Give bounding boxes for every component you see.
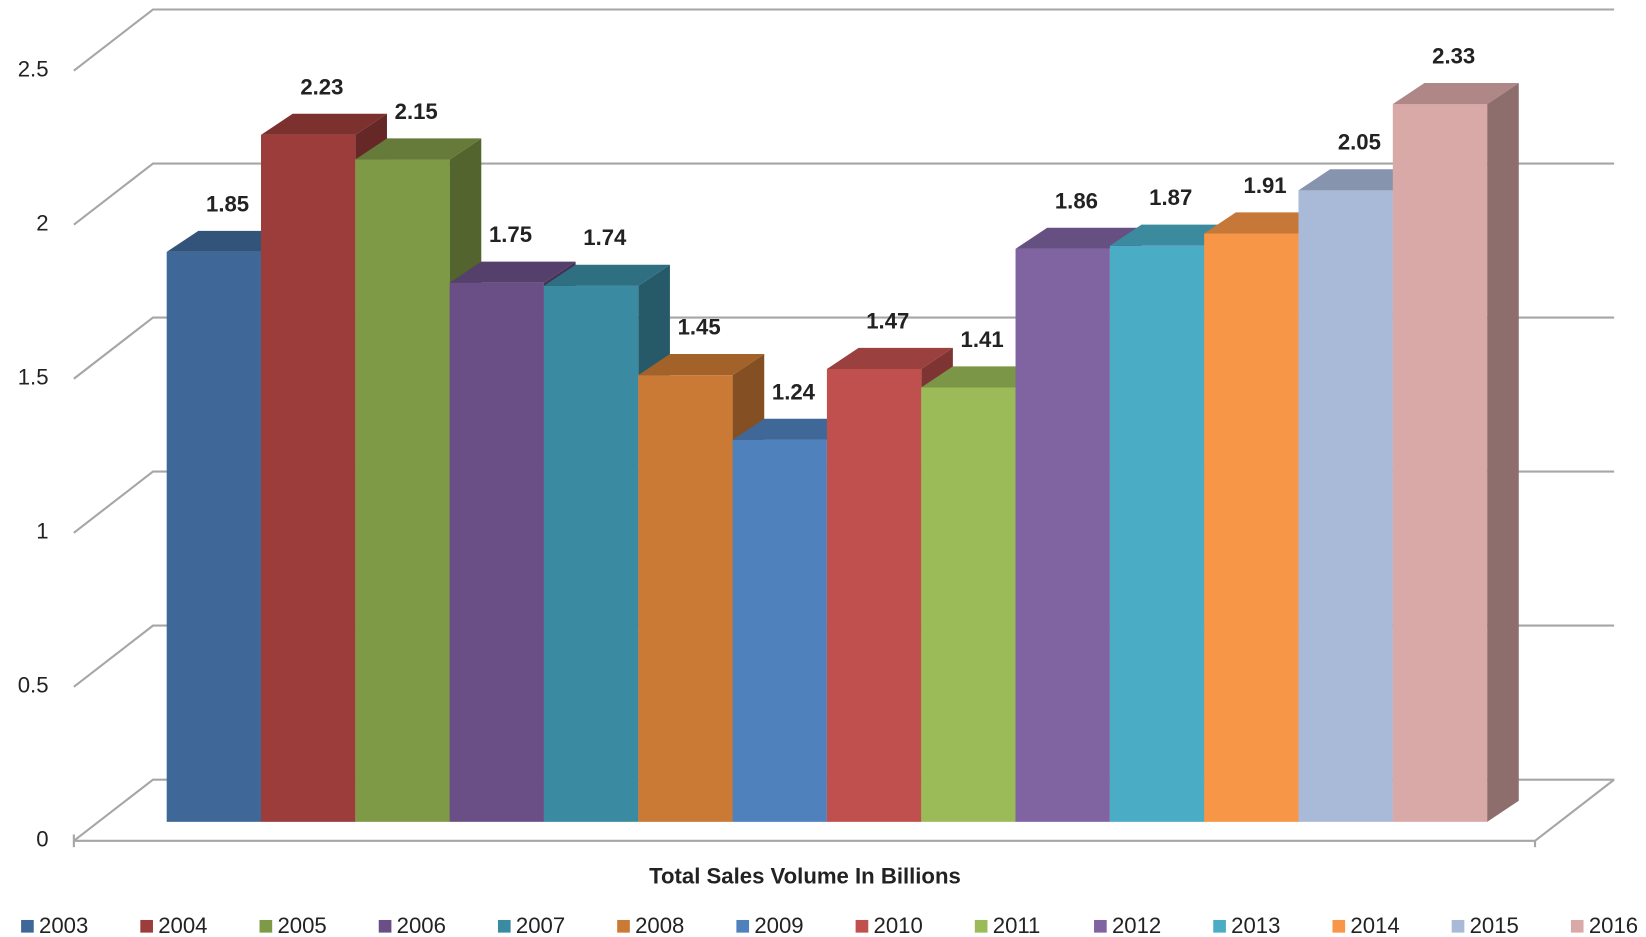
legend-label: 2006 [397,913,446,937]
bar [1204,233,1299,822]
bar [826,368,922,822]
bar [449,282,544,822]
legend-label: 2014 [1350,913,1399,937]
value-label: 2.23 [300,74,343,99]
legend-swatch [974,919,988,933]
legend-label: 2010 [874,913,923,937]
legend-swatch [497,919,511,933]
value-label: 1.75 [489,222,532,247]
legend-label: 2013 [1231,913,1280,937]
value-label: 1.87 [1149,185,1192,210]
legend-swatch [140,919,153,933]
value-label: 1.47 [866,308,909,333]
value-label: 1.24 [772,379,816,404]
bar [166,251,262,822]
bar [1015,248,1110,822]
bar [355,159,450,822]
x-axis-label: Total Sales Volume In Billions [649,864,961,889]
value-label: 1.41 [961,327,1004,352]
legend-label: 2011 [993,913,1041,937]
y-tick-label: 2.5 [18,57,49,82]
legend-label: 2007 [516,913,565,937]
bar [1109,245,1205,822]
bar-top [638,354,765,376]
plot: Total Sales Volume In Billions 0 0.5 1 1.5 2… [18,8,1638,937]
y-tick-label: 1 [36,519,48,544]
bar-top [543,264,670,286]
value-label: 1.74 [583,225,627,250]
bar [543,285,639,822]
bar-side [1487,82,1519,822]
value-label: 1.86 [1055,188,1098,213]
legend-swatch [736,919,750,933]
legend-label: 2005 [277,913,326,937]
bar-top [1015,227,1142,249]
legend-label: 2015 [1470,913,1519,937]
bar [732,439,827,822]
value-label: 1.45 [678,315,721,340]
bar [921,387,1016,822]
bar [638,375,733,822]
bar-top [1392,82,1519,105]
y-tick-label: 0.5 [18,673,49,698]
legend-swatch [617,919,630,933]
legend-swatch [1451,919,1465,933]
legend-label: 2012 [1112,913,1161,937]
legend-swatch [259,919,273,933]
value-label: 2.15 [395,99,438,124]
legend-label: 2008 [635,913,684,937]
value-label: 2.05 [1338,130,1381,155]
grid-line [73,162,1615,226]
legend-label: 2004 [158,913,207,937]
bar [1392,104,1488,822]
legend-swatch [1094,919,1107,933]
legend-label: 2003 [39,913,88,937]
bar-top [449,261,576,283]
bar-top [261,113,387,135]
y-tick-label: 2 [36,211,48,236]
value-label: 2.33 [1432,43,1475,68]
legend-swatch [855,919,869,933]
legend-swatch [1332,919,1346,933]
legend-swatch [378,919,392,933]
bar-top [355,138,482,160]
bar [1298,190,1393,822]
bar-top [826,347,953,369]
legend-swatch [1213,919,1226,933]
legend-label: 2016 [1589,913,1638,937]
legend-swatch [21,919,34,933]
bar [261,134,356,822]
y-tick-label: 1.5 [18,365,49,390]
y-tick-label: 0 [36,827,48,852]
value-label: 1.85 [206,191,249,216]
legend-label: 2009 [754,913,803,937]
legend-swatch [1570,919,1584,933]
value-label: 1.91 [1244,173,1287,198]
grid-line [73,8,1615,72]
